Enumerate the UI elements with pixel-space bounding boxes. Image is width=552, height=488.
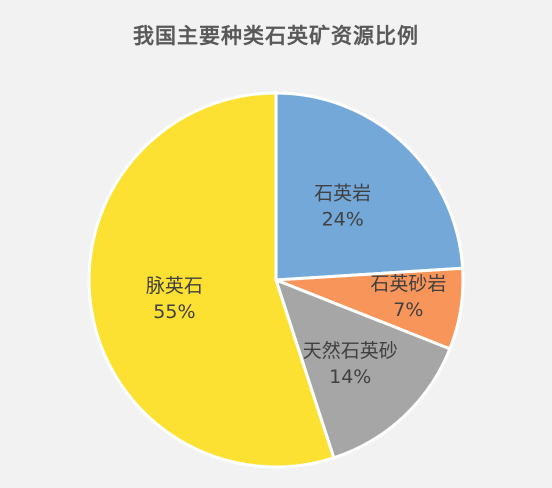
slice-category-label-3: 天然石英砂 [303,340,398,362]
slice-value-label-1: 24% [322,209,364,231]
slice-value-label-3: 14% [329,366,371,388]
pie-slice-4 [87,91,336,469]
slice-category-label-2: 石英砂岩 [370,273,446,295]
pie-slice-1 [274,91,465,282]
slice-value-label-4: 55% [153,301,195,323]
slice-value-label-2: 7% [393,299,423,321]
slice-category-label-4: 脉英石 [146,275,203,297]
chart-title: 我国主要种类石英矿资源比例 [133,24,419,48]
slice-category-label-1: 石英岩 [314,183,371,205]
